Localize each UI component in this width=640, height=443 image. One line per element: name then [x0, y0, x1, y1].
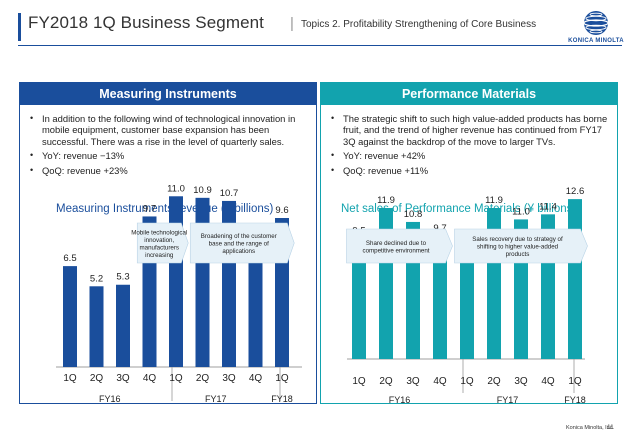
value-label: 11.0	[512, 206, 530, 217]
bullet-item: QoQ: revenue +23%	[28, 165, 310, 177]
value-label: 9.7	[143, 203, 156, 214]
annotation-arrow	[454, 228, 588, 264]
bar	[248, 245, 263, 367]
category-label: 3Q	[514, 376, 528, 387]
panel-heading: Performance Materials	[321, 83, 617, 105]
bullet-item: YoY: revenue −13%	[28, 150, 310, 162]
title-accent-bar	[18, 13, 21, 41]
annotation-text: applications	[222, 248, 255, 255]
page-number: 11	[607, 424, 614, 431]
value-label: 9.7	[433, 223, 446, 234]
bar	[63, 266, 77, 367]
bullet-list: The strategic shift to such high value-a…	[329, 113, 611, 179]
annotation-arrow	[346, 228, 453, 264]
value-label: 11.4	[539, 201, 557, 212]
category-label: 1Q	[63, 373, 77, 384]
category-label: 1Q	[460, 376, 474, 387]
category-label: 3Q	[406, 376, 420, 387]
value-label: 10.7	[220, 188, 239, 199]
value-label: 9.6	[275, 205, 288, 216]
annotation-text: shifting to higher value-added	[477, 244, 559, 251]
footer-company: Konica Minolta, Inc.	[566, 425, 614, 431]
category-label: 3Q	[222, 373, 236, 384]
annotation-text: Mobile technological	[131, 229, 187, 236]
annotation-text: Broadening of the customer	[201, 233, 277, 240]
panel-heading: Measuring Instruments	[20, 83, 316, 105]
value-label: 5.2	[90, 273, 103, 284]
annotation-text: competitive environment	[362, 247, 429, 254]
bullet-item: The strategic shift to such high value-a…	[329, 113, 611, 147]
group-label: FY17	[205, 394, 227, 404]
bar	[89, 286, 104, 367]
bullet-item: QoQ: revenue +11%	[329, 165, 611, 177]
category-label: 2Q	[90, 373, 104, 384]
group-label: FY16	[389, 395, 411, 405]
value-label: 5.3	[116, 272, 129, 283]
annotation-text: base and the range of	[209, 241, 269, 248]
globe-icon	[583, 11, 609, 35]
bar	[433, 235, 447, 359]
category-label: 4Q	[541, 376, 555, 387]
bar	[460, 246, 474, 359]
annotation-arrow	[136, 222, 189, 264]
value-label: 11.9	[377, 195, 395, 206]
value-label: 11.0	[167, 183, 185, 194]
company-logo: KONICA MINOLTA	[568, 10, 624, 44]
header-divider	[18, 45, 622, 46]
bar	[352, 238, 366, 359]
chart-title: Net sales of Performance Materials (¥ bi…	[341, 203, 577, 215]
bar	[568, 199, 582, 359]
page-subtitle: Topics 2. Profitability Strengthening of…	[301, 19, 537, 30]
category-label: 2Q	[196, 373, 210, 384]
annotation-text: Sales recovery due to strategy of	[472, 236, 563, 243]
category-label: 4Q	[433, 376, 447, 387]
page-title: FY2018 1Q Business Segment	[28, 13, 265, 32]
bullet-item: YoY: revenue +42%	[329, 150, 611, 162]
category-label: 2Q	[379, 376, 393, 387]
category-label: 2Q	[487, 376, 501, 387]
group-label: FY16	[99, 394, 121, 404]
category-label: 3Q	[116, 373, 130, 384]
category-label: 4Q	[143, 373, 157, 384]
performance-materials-panel: Performance Materials The strategic shif…	[320, 82, 618, 405]
annotation-arrow	[189, 222, 295, 264]
annotation-text: products	[506, 251, 530, 258]
annotation-text: increasing	[145, 252, 174, 259]
bullet-list: In addition to the following wind of tec…	[28, 113, 310, 179]
value-label: 10.9	[193, 185, 212, 196]
logo-wordmark: KONICA MINOLTA	[568, 38, 624, 44]
title-separator: |	[290, 15, 294, 32]
bar	[116, 284, 130, 367]
group-label: FY17	[497, 395, 519, 405]
chart-title: Measuring Instruments revenue (¥ billion…	[56, 203, 274, 215]
category-label: 1Q	[352, 376, 366, 387]
value-label: 11.9	[485, 195, 503, 206]
annotation-text: innovation,	[144, 237, 174, 244]
group-label: FY18	[564, 395, 586, 405]
value-label: 6.5	[63, 253, 76, 264]
category-label: 1Q	[568, 376, 582, 387]
bar	[169, 196, 183, 367]
measuring-instruments-panel: Measuring Instruments In addition to the…	[19, 82, 317, 404]
group-label: FY18	[271, 394, 293, 404]
performance-sales-chart: 9.511.910.89.78.911.911.011.412.61Q2Q3Q4…	[346, 186, 588, 405]
bullet-item: In addition to the following wind of tec…	[28, 113, 310, 147]
annotation-text: Share declined due to	[366, 240, 427, 247]
category-label: 1Q	[169, 373, 183, 384]
category-label: 4Q	[249, 373, 263, 384]
category-label: 1Q	[275, 373, 289, 384]
value-label: 12.6	[566, 186, 585, 197]
value-label: 10.8	[404, 209, 423, 220]
measuring-revenue-chart: 6.55.25.39.711.010.910.77.89.61Q2Q3Q4Q1Q…	[56, 183, 302, 404]
annotation-text: manufacturers	[139, 244, 179, 251]
